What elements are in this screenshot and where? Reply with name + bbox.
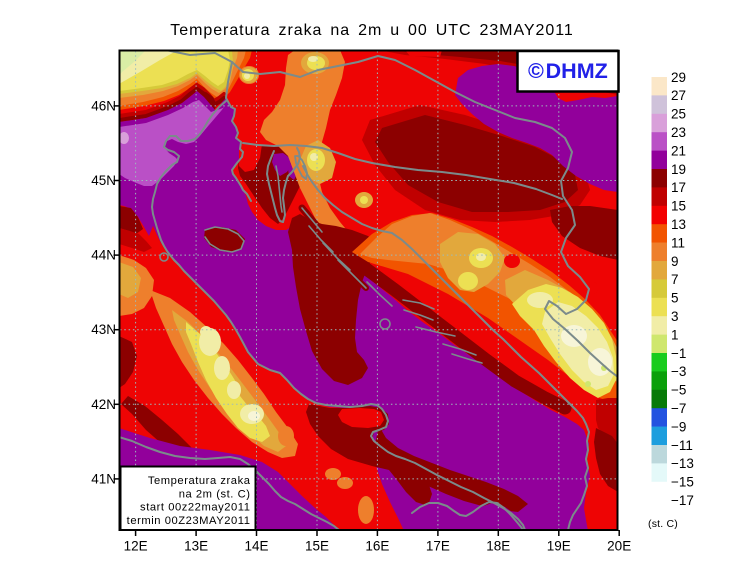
svg-text:−1: −1 [671,346,686,361]
svg-text:1: 1 [671,327,679,342]
svg-text:44N: 44N [91,248,116,263]
svg-text:25: 25 [671,107,686,122]
svg-text:−5: −5 [671,383,686,398]
svg-text:Temperatura zraka: Temperatura zraka [148,475,251,487]
svg-text:−11: −11 [671,438,693,453]
svg-text:(st. C): (st. C) [648,518,678,530]
svg-text:43N: 43N [91,322,116,337]
svg-text:−9: −9 [671,419,686,434]
svg-text:21: 21 [671,143,686,158]
svg-text:© DHMZ: © DHMZ [528,59,608,83]
svg-text:13: 13 [671,217,686,232]
svg-text:16E: 16E [365,539,389,554]
svg-text:23: 23 [671,125,686,140]
svg-text:18E: 18E [486,539,510,554]
svg-text:17E: 17E [426,539,450,554]
svg-text:−13: −13 [671,456,694,471]
svg-text:−7: −7 [671,401,686,416]
svg-text:45N: 45N [91,173,116,188]
svg-text:17: 17 [671,180,686,195]
svg-text:19E: 19E [547,539,571,554]
svg-text:7: 7 [671,272,679,287]
svg-text:15: 15 [671,199,686,214]
svg-text:Temperatura zraka na 2m u 00 U: Temperatura zraka na 2m u 00 UTC 23MAY20… [170,22,573,39]
svg-text:−15: −15 [671,475,694,490]
svg-text:15E: 15E [305,539,329,554]
svg-text:−17: −17 [671,493,694,508]
svg-text:42N: 42N [91,397,116,412]
svg-text:−3: −3 [671,364,686,379]
svg-text:start 00z22may2011: start 00z22may2011 [140,502,250,514]
svg-text:29: 29 [671,70,686,85]
svg-text:27: 27 [671,88,686,103]
svg-text:46N: 46N [91,98,116,113]
svg-text:14E: 14E [244,539,268,554]
svg-text:20E: 20E [607,539,631,554]
svg-text:41N: 41N [91,471,116,486]
svg-text:3: 3 [671,309,679,324]
svg-text:termin 00Z23MAY2011: termin 00Z23MAY2011 [127,515,251,527]
svg-text:12E: 12E [124,539,148,554]
svg-text:5: 5 [671,291,679,306]
svg-text:9: 9 [671,254,679,269]
svg-text:na 2m (st. C): na 2m (st. C) [179,488,251,500]
svg-text:11: 11 [671,235,685,250]
svg-text:19: 19 [671,162,686,177]
svg-text:13E: 13E [184,539,208,554]
